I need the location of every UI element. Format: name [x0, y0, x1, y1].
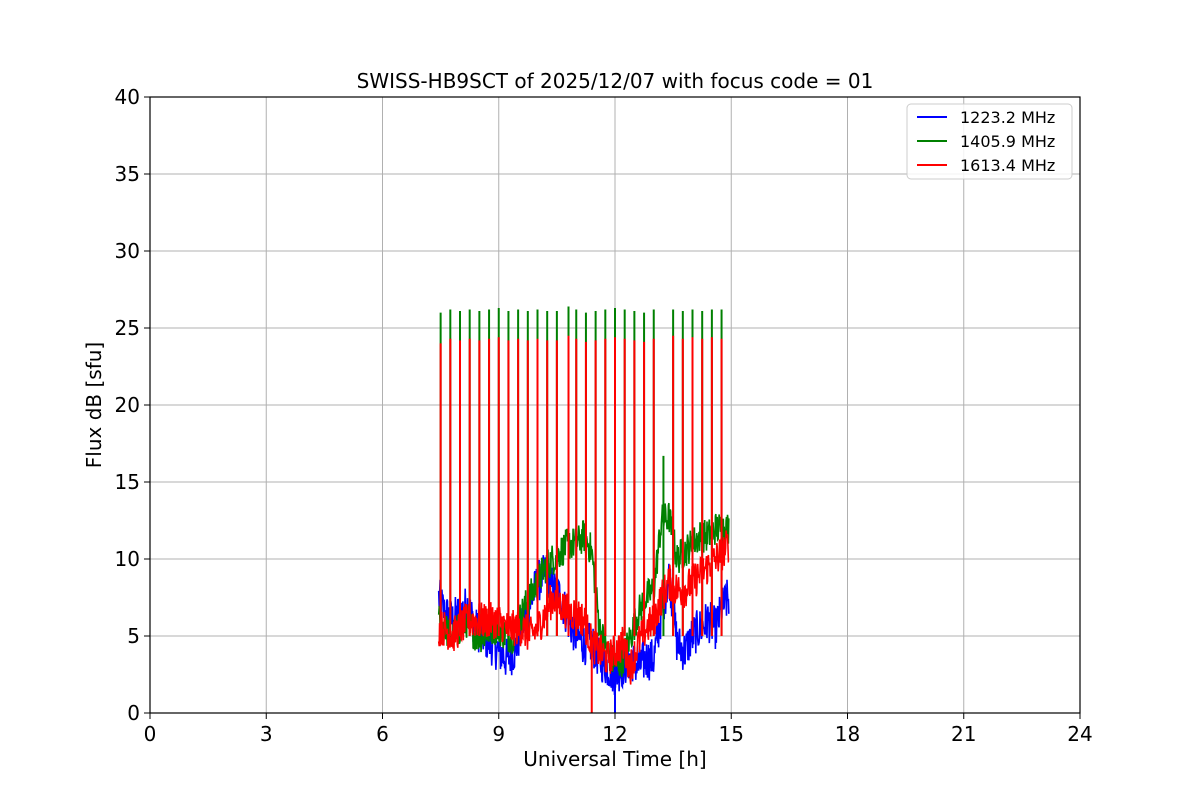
axis-ticks: 0 3 6 9 12 15 18 21 24 0 5 10 15 20 25 30 35 40	[115, 85, 1093, 746]
y-tick-label: 15	[115, 470, 140, 494]
x-tick-label: 15	[719, 722, 744, 746]
legend-box	[906, 103, 1073, 180]
x-tick-label: 18	[835, 722, 860, 746]
legend: 1223.2 MHz 1405.9 MHz 1613.4 MHz	[906, 103, 1073, 180]
chart-title: SWISS-HB9SCT of 2025/12/07 with focus co…	[357, 69, 874, 93]
y-tick-label: 30	[115, 239, 140, 263]
x-axis-label: Universal Time [h]	[523, 747, 706, 771]
y-tick-label: 5	[127, 624, 140, 648]
plot-area	[437, 306, 730, 713]
x-tick-label: 24	[1067, 722, 1092, 746]
y-axis-label: Flux dB [sfu]	[82, 342, 106, 468]
x-tick-label: 0	[144, 722, 157, 746]
x-tick-label: 12	[602, 722, 627, 746]
y-tick-label: 25	[115, 316, 140, 340]
legend-label-1223: 1223.2 MHz	[960, 108, 1055, 127]
legend-label-1405: 1405.9 MHz	[960, 132, 1055, 151]
x-tick-label: 21	[951, 722, 976, 746]
x-tick-label: 9	[492, 722, 505, 746]
x-tick-label: 3	[260, 722, 273, 746]
y-tick-label: 20	[115, 393, 140, 417]
series-line	[437, 502, 730, 677]
legend-label-1613: 1613.4 MHz	[960, 156, 1055, 175]
y-tick-label: 0	[127, 701, 140, 725]
series-16134-group	[437, 335, 730, 685]
y-tick-label: 10	[115, 547, 140, 571]
x-tick-label: 6	[376, 722, 389, 746]
y-tick-label: 40	[115, 85, 140, 109]
y-tick-label: 35	[115, 162, 140, 186]
series-line	[437, 530, 730, 685]
